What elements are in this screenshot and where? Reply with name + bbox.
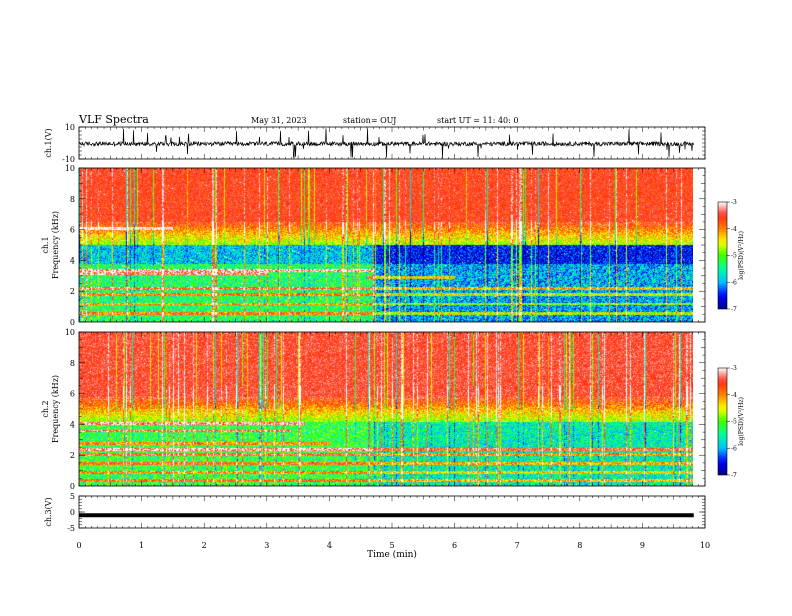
ch2-spectrogram-y-tick-label: 6 (70, 390, 75, 399)
ch1-spectrogram-ylabel-frequency: Frequency (kHz) (51, 211, 60, 279)
ch1-spectrogram-ylabel-channel: ch.1 (41, 236, 50, 253)
cb1-tick-label: -6 (731, 279, 737, 286)
time-tick-label: 7 (515, 541, 520, 550)
ch3-waveform-ylabel: ch.3(V) (44, 497, 53, 526)
time-tick-label: 1 (139, 541, 144, 550)
ch1-spectrogram-panel: 0 2 4 6 8 10 ch.1 Frequency (kHz) (41, 164, 706, 327)
ch2-spectrogram-y-tick-label: 2 (70, 451, 75, 460)
cb2-tick-label: -3 (731, 365, 737, 372)
ch1-spectrogram-y-tick-label: 10 (65, 164, 75, 173)
ch1-waveform-y-tick-label: 10 (65, 123, 75, 132)
time-tick-label: 4 (327, 541, 332, 550)
cb2-tick-label: -7 (731, 472, 737, 479)
ch1-waveform-ylabel: ch.1(V) (44, 128, 53, 157)
ch2-spectrogram-panel: 0 2 4 6 8 10 ch.2 Frequency (kHz) (41, 328, 706, 491)
ch1-colorbar: -3 -4 -5 -6 -7 log(PSD)(V²/Hz) (717, 199, 745, 313)
cb1-tick-label: -3 (731, 199, 737, 206)
ch2-spectrogram-y-tick-label: 8 (70, 359, 75, 368)
time-tick-label: 0 (76, 541, 81, 550)
cb2-tick-label: -6 (731, 445, 737, 452)
cb2-label: log(PSD)(V²/Hz) (738, 397, 745, 446)
ch1-spectrogram-y-tick-label: 8 (70, 195, 75, 204)
station-label: station= OUJ (343, 116, 396, 125)
cb2-tick-label: -5 (731, 419, 737, 426)
time-tick-label: 9 (640, 541, 645, 550)
ch3-waveform-y-tick-label: -5 (67, 524, 75, 533)
date-label: May 31, 2023 (251, 116, 307, 125)
ch1-spectrogram-y-tick-label: 4 (70, 256, 75, 265)
time-tick-label: 10 (700, 541, 710, 550)
cb2-scale (717, 367, 728, 476)
ch2-spectrogram-y-tick-label: 10 (65, 328, 75, 337)
ch1-spectrogram-y-tick-label: 0 (70, 318, 75, 327)
ch1-waveform-y-tick-label: -10 (62, 155, 75, 164)
ch3-waveform-y-tick-label: 0 (70, 508, 75, 517)
time-tick-label: 5 (389, 541, 394, 550)
cb1-label: log(PSD)(V²/Hz) (738, 231, 745, 280)
ch2-colorbar: -3 -4 -5 -6 -7 log(PSD)(V²/Hz) (717, 365, 745, 479)
ch1-spectrogram-y-tick-label: 6 (70, 226, 75, 235)
time-axis-label: Time (min) (367, 549, 417, 560)
figure-title: VLF Spectra (78, 113, 149, 126)
time-axis: 0 1 2 3 4 5 6 7 8 9 10 (76, 541, 710, 550)
cb1-scale (717, 201, 728, 310)
ch3-waveform-panel: 5 0 -5 ch.3(V) (44, 492, 706, 533)
ch1-waveform-line (79, 128, 694, 159)
ch2-spectrogram-y-tick-label: 4 (70, 420, 75, 429)
cb1-tick-label: -5 (731, 253, 737, 260)
ch1-waveform-panel: 10 -10 ch.1(V) (44, 123, 706, 164)
start-time-label: start UT = 11: 40: 0 (437, 116, 518, 125)
time-tick-label: 2 (202, 541, 207, 550)
time-tick-label: 8 (577, 541, 582, 550)
ch3-waveform-y-tick-label: 5 (70, 492, 75, 501)
ch2-spectrogram-y-tick-label: 0 (70, 482, 75, 491)
cb1-tick-label: -7 (731, 306, 737, 313)
cb2-tick-label: -4 (731, 392, 737, 399)
cb1-tick-label: -4 (731, 226, 737, 233)
time-tick-label: 6 (452, 541, 457, 550)
ch1-spectrogram-image (79, 168, 693, 322)
ch2-spectrogram-image (79, 332, 693, 486)
ch2-spectrogram-ylabel-channel: ch.2 (41, 400, 50, 417)
ch2-spectrogram-ylabel-frequency: Frequency (kHz) (51, 375, 60, 443)
ch1-spectrogram-y-tick-label: 2 (70, 287, 75, 296)
time-tick-label: 3 (264, 541, 269, 550)
